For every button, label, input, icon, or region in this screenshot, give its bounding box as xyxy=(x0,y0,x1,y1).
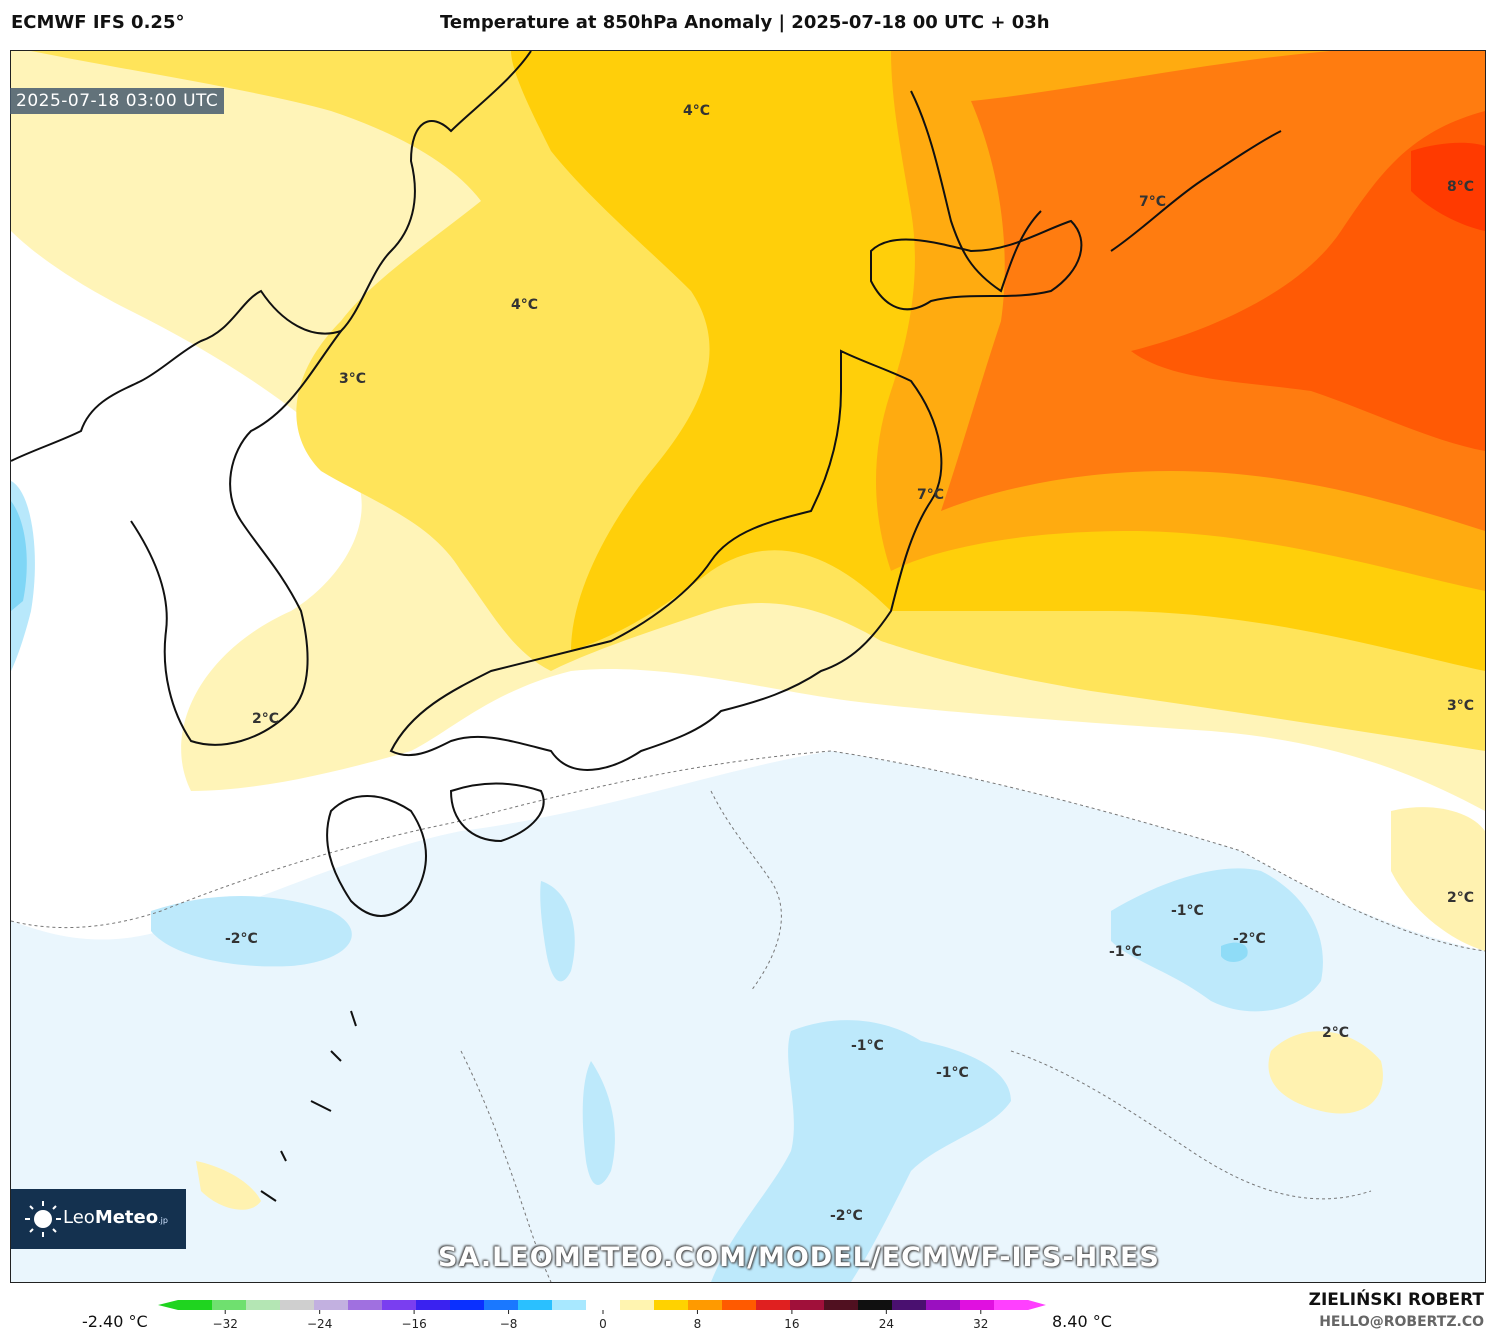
colorbar-min-label: -2.40 °C xyxy=(82,1312,148,1331)
anomaly-7c xyxy=(941,51,1485,531)
colorbar-segment xyxy=(722,1300,757,1310)
colorbar-ticks: −32 −24 −16 −8 0 8 16 24 32 xyxy=(213,1310,988,1331)
watermark-url: SA.LEOMETEO.COM/MODEL/ECMWF-IFS-HRES xyxy=(438,1242,1160,1273)
contour-label: 7°C xyxy=(917,487,944,503)
anomaly-neg-patch xyxy=(582,1061,615,1185)
contour-label: 2°C xyxy=(1322,1025,1349,1041)
anomaly-neg-core xyxy=(11,501,27,611)
colorbar-segment xyxy=(450,1300,485,1310)
colorbar-segment xyxy=(348,1300,383,1310)
colorbar-segment xyxy=(484,1300,519,1310)
colorbar-segment xyxy=(892,1300,927,1310)
logo-suffix: .jp xyxy=(158,1216,168,1225)
logo-wordmark: LeoMeteo.jp xyxy=(63,1207,168,1228)
colorbar-segment xyxy=(212,1300,247,1310)
colorbar-segment xyxy=(926,1300,961,1310)
colorbar-segment xyxy=(688,1300,723,1310)
sun-icon xyxy=(25,1201,61,1237)
anomaly-neg-patch xyxy=(711,1020,1011,1282)
zero-contours xyxy=(11,750,1485,1282)
colorbar-segment xyxy=(994,1300,1029,1310)
colorbar-max-label: 8.40 °C xyxy=(1052,1312,1112,1331)
colorbar-segment xyxy=(382,1300,417,1310)
colorbar-segment xyxy=(620,1300,655,1310)
contour-label: -1°C xyxy=(1171,903,1204,919)
colorbar-segment xyxy=(858,1300,893,1310)
model-title: ECMWF IFS 0.25° xyxy=(11,12,185,33)
contour-label: -2°C xyxy=(830,1208,863,1224)
contour-label-layer: 4°C 4°C 3°C 7°C 8°C 7°C 2°C 3°C 2°C -2°C… xyxy=(225,103,1474,1224)
map-panel[interactable]: 4°C 4°C 3°C 7°C 8°C 7°C 2°C 3°C 2°C -2°C… xyxy=(10,50,1486,1283)
map-canvas: 4°C 4°C 3°C 7°C 8°C 7°C 2°C 3°C 2°C -2°C… xyxy=(11,51,1485,1282)
contour-label: 4°C xyxy=(683,103,710,119)
colorbar-segment xyxy=(960,1300,995,1310)
colorbar-segment xyxy=(586,1300,621,1310)
anomaly-pos-blob xyxy=(1268,1031,1383,1114)
coastlines xyxy=(11,51,1282,1202)
contour-label: 7°C xyxy=(1139,194,1166,210)
colorbar-segment xyxy=(824,1300,859,1310)
colorbar-tick-label: 16 xyxy=(784,1317,799,1331)
author-email[interactable]: HELLO@ROBERTZ.CO xyxy=(1319,1314,1484,1330)
colorbar-min-arrow xyxy=(158,1300,178,1310)
anomaly-neg-patch xyxy=(540,881,575,982)
contour-label: 2°C xyxy=(1447,890,1474,906)
colorbar-segment xyxy=(654,1300,689,1310)
colorbar-segment xyxy=(280,1300,315,1310)
colorbar-tick-label: 8 xyxy=(694,1317,702,1331)
anomaly-pos-blob xyxy=(1391,807,1485,951)
anomaly-neg-patch xyxy=(151,896,352,967)
chart-title: Temperature at 850hPa Anomaly | 2025-07-… xyxy=(440,12,1050,33)
colorbar-tick-label: −32 xyxy=(213,1317,238,1331)
colorbar-segment xyxy=(790,1300,825,1310)
colorbar-tick-label: −8 xyxy=(500,1317,518,1331)
anomaly-neg-core xyxy=(1221,942,1248,963)
leometeo-logo: LeoMeteo.jp xyxy=(11,1189,186,1249)
colorbar-segment xyxy=(246,1300,281,1310)
contour-label: 3°C xyxy=(1447,698,1474,714)
valid-time-badge: 2025-07-18 03:00 UTC xyxy=(10,88,225,114)
contour-label: 8°C xyxy=(1447,179,1474,195)
colorbar-max-arrow xyxy=(1028,1300,1046,1310)
contour-label: -2°C xyxy=(1233,931,1266,947)
colorbar-tick-label: 0 xyxy=(599,1317,607,1331)
contour-label: 3°C xyxy=(339,371,366,387)
author-credit: ZIELIŃSKI ROBERT xyxy=(1308,1290,1484,1310)
colorbar-tick-label: −16 xyxy=(401,1317,426,1331)
contour-label: -2°C xyxy=(225,931,258,947)
colorbar-segment xyxy=(552,1300,587,1310)
colorbar-segment xyxy=(756,1300,791,1310)
colorbar-tick-label: −24 xyxy=(307,1317,332,1331)
colorbar-segment xyxy=(314,1300,349,1310)
anomaly-max-core xyxy=(1411,142,1485,231)
logo-text-light: Leo xyxy=(63,1207,95,1228)
contour-label: -1°C xyxy=(1109,944,1142,960)
colorbar-segments xyxy=(158,1300,1046,1310)
logo-text-bold: Meteo xyxy=(94,1207,159,1228)
contour-label: 2°C xyxy=(252,711,279,727)
colorbar-segment xyxy=(518,1300,553,1310)
colorbar-tick-label: 24 xyxy=(879,1317,894,1331)
anomaly-pos-blob xyxy=(196,1161,261,1210)
contour-label: -1°C xyxy=(851,1038,884,1054)
colorbar-segment xyxy=(416,1300,451,1310)
contour-label: -1°C xyxy=(936,1065,969,1081)
colorbar-tick-label: 32 xyxy=(973,1317,988,1331)
anomaly-neg-patch xyxy=(1111,868,1323,1012)
colorbar-segment xyxy=(178,1300,213,1310)
anomaly-8c xyxy=(1131,111,1485,451)
contour-label: 4°C xyxy=(511,297,538,313)
colorbar: −32 −24 −16 −8 0 8 16 24 32 xyxy=(158,1300,1046,1331)
